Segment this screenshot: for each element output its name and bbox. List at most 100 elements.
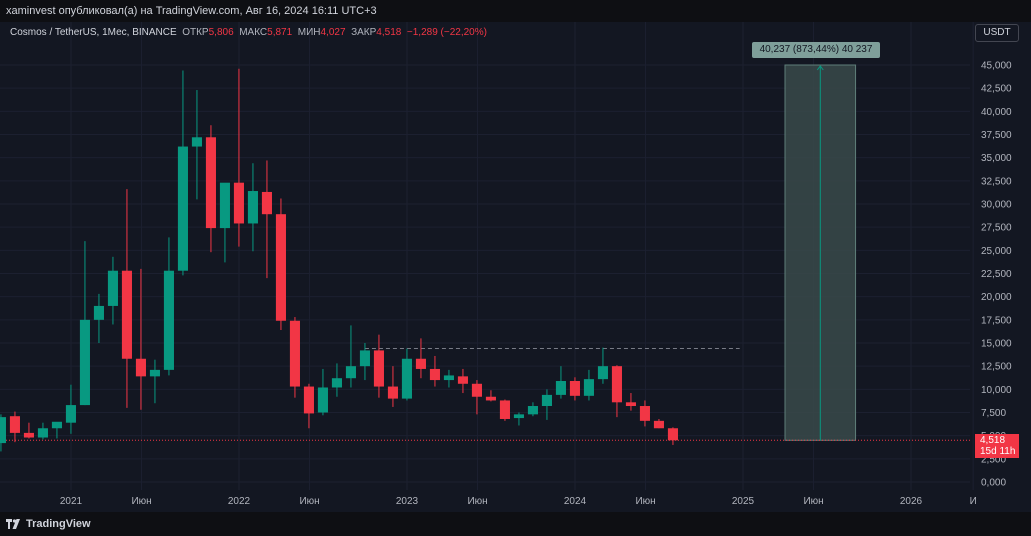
annotation-layer bbox=[0, 64, 970, 441]
candle-body-down bbox=[625, 402, 636, 407]
candle-body-down bbox=[275, 214, 286, 321]
candle-body-up bbox=[65, 405, 76, 423]
symbol-legend: Cosmos / TetherUS, 1Мес, BINANCE ОТКР5,8… bbox=[10, 27, 487, 38]
candle-body-up bbox=[513, 414, 524, 419]
candle-body-up bbox=[191, 137, 202, 147]
candle-body-down bbox=[569, 380, 580, 396]
currency-button[interactable]: USDT bbox=[975, 24, 1019, 42]
candle-body-down bbox=[233, 182, 244, 224]
bar-countdown: 15d 11h bbox=[980, 446, 1016, 457]
candle-body-down bbox=[667, 428, 678, 441]
y-tick-label: 35,000 bbox=[981, 153, 1012, 164]
x-tick-label: Июн bbox=[299, 496, 319, 507]
x-tick-label: Июн bbox=[803, 496, 823, 507]
y-tick-label: 2,500 bbox=[981, 454, 1006, 465]
y-tick-label: 12,500 bbox=[981, 362, 1012, 373]
candle-body-down bbox=[415, 358, 426, 369]
high-label: МАКС bbox=[239, 27, 268, 38]
candle-body-up bbox=[0, 417, 6, 444]
change-value: −1,289 (−22,20%) bbox=[406, 27, 487, 38]
candle-body-down bbox=[373, 350, 384, 387]
candle-body-down bbox=[499, 400, 510, 419]
y-tick-label: 37,500 bbox=[981, 130, 1012, 141]
candle-body-down bbox=[261, 191, 272, 215]
candle-body-up bbox=[345, 366, 356, 379]
candle-body-up bbox=[247, 191, 258, 224]
candle-body-up bbox=[93, 305, 104, 320]
y-tick-label: 40,000 bbox=[981, 107, 1012, 118]
last-price-value: 4,518 bbox=[980, 435, 1006, 446]
candle-body-up bbox=[583, 379, 594, 396]
chart-area[interactable] bbox=[0, 22, 1031, 512]
measure-arrow-head bbox=[816, 65, 824, 71]
x-tick-label: Июн bbox=[131, 496, 151, 507]
candle-body-up bbox=[555, 380, 566, 395]
candle-body-down bbox=[289, 320, 300, 387]
candle-body-up bbox=[527, 406, 538, 415]
y-tick-label: 22,500 bbox=[981, 269, 1012, 280]
candle-body-up bbox=[443, 375, 454, 381]
candle-body-up bbox=[219, 182, 230, 229]
candle-body-down bbox=[471, 383, 482, 397]
time-axis: 2021 Июн 2022 Июн 2023 Июн 2024 Июн 2025 Июн 2026 И bbox=[60, 496, 977, 507]
y-tick-label: 30,000 bbox=[981, 200, 1012, 211]
last-price-tag: 4,518 15d 11h bbox=[975, 434, 1019, 458]
y-tick-label: 27,500 bbox=[981, 223, 1012, 234]
candle-body-down bbox=[611, 366, 622, 403]
open-value: 5,806 bbox=[208, 27, 234, 38]
footer-bar bbox=[0, 512, 1031, 536]
x-tick-label: Июн bbox=[467, 496, 487, 507]
candle-body-up bbox=[541, 394, 552, 407]
x-tick-label: 2025 bbox=[732, 496, 755, 507]
candle-body-up bbox=[597, 366, 608, 380]
y-tick-label: 20,000 bbox=[981, 292, 1012, 303]
candle-body-down bbox=[23, 432, 34, 438]
y-tick-label: 17,500 bbox=[981, 315, 1012, 326]
x-tick-label: 2023 bbox=[396, 496, 419, 507]
y-tick-label: 7,500 bbox=[981, 408, 1006, 419]
candle-body-down bbox=[639, 406, 650, 421]
x-tick-label: 2021 bbox=[60, 496, 83, 507]
candle-body-up bbox=[51, 421, 62, 429]
measure-tooltip: 40,237 (873,44%) 40 237 bbox=[752, 42, 880, 58]
candle-body-down bbox=[121, 270, 132, 359]
candle-body-down bbox=[135, 358, 146, 377]
candle-body-down bbox=[9, 416, 20, 433]
x-tick-label: 2022 bbox=[228, 496, 251, 507]
candle-body-up bbox=[79, 319, 90, 406]
open-label: ОТКР bbox=[182, 27, 209, 38]
candle-body-down bbox=[429, 368, 440, 381]
candle-body-down bbox=[457, 376, 468, 384]
y-tick-label: 10,000 bbox=[981, 385, 1012, 396]
candle-body-down bbox=[387, 386, 398, 399]
y-tick-label: 0,000 bbox=[981, 478, 1006, 489]
price-axis: 45,000 42,500 40,000 37,500 35,000 32,500 30,0… bbox=[981, 61, 1012, 489]
publish-header: xaminvest опубликовал(а) на TradingView.… bbox=[0, 0, 1031, 22]
y-tick-label: 32,500 bbox=[981, 176, 1012, 187]
x-tick-label: 2026 bbox=[900, 496, 923, 507]
candle-body-down bbox=[303, 386, 314, 414]
x-tick-label: И bbox=[970, 496, 977, 507]
brand-name: TradingView bbox=[26, 518, 91, 530]
candle-body-down bbox=[653, 420, 664, 429]
close-value: 4,518 bbox=[376, 27, 402, 38]
candle-body-up bbox=[107, 270, 118, 306]
x-tick-label: 2024 bbox=[564, 496, 587, 507]
candles-layer bbox=[0, 68, 678, 452]
candle-body-up bbox=[37, 428, 48, 438]
candle-body-up bbox=[177, 146, 188, 271]
candle-body-up bbox=[331, 378, 342, 388]
low-label: МИН bbox=[297, 27, 321, 38]
close-label: ЗАКР bbox=[351, 27, 377, 38]
symbol-name[interactable]: Cosmos / TetherUS, 1Мес, BINANCE bbox=[10, 27, 177, 38]
x-tick-label: Июн bbox=[635, 496, 655, 507]
y-tick-label: 45,000 bbox=[981, 61, 1012, 72]
tradingview-logo-icon bbox=[6, 519, 20, 529]
tradingview-brand[interactable]: TradingView bbox=[6, 517, 91, 531]
y-tick-label: 25,000 bbox=[981, 246, 1012, 257]
low-value: 4,027 bbox=[320, 27, 346, 38]
candle-body-up bbox=[149, 369, 160, 377]
candle-body-up bbox=[401, 358, 412, 399]
candle-body-up bbox=[359, 350, 370, 367]
